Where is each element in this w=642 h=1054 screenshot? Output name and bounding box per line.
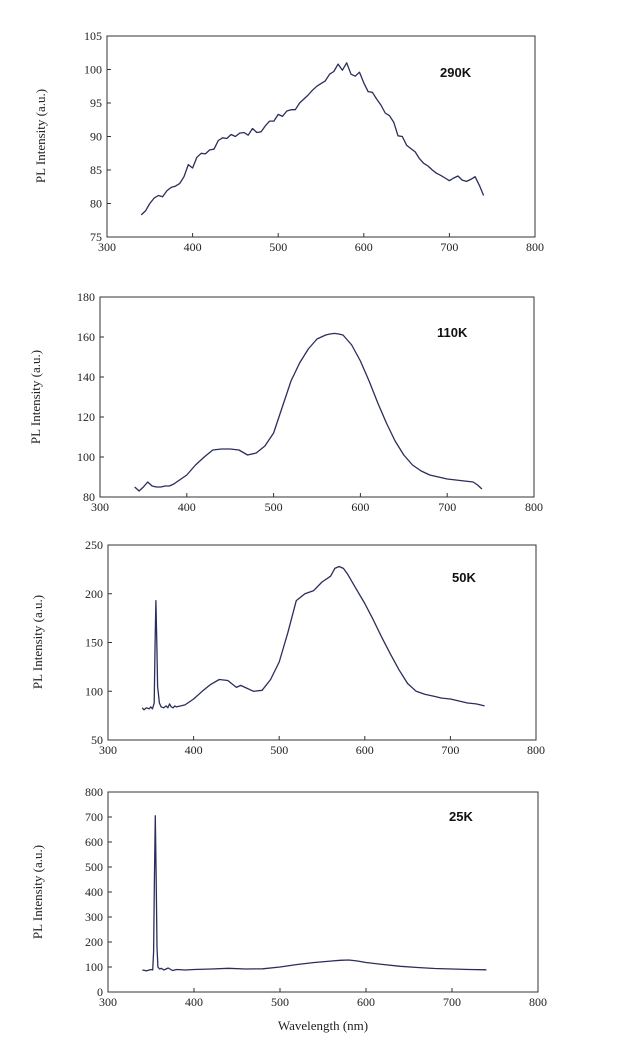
y-tick-label: 120 xyxy=(77,410,95,424)
y-tick-label: 100 xyxy=(85,684,103,698)
y-tick-label: 400 xyxy=(85,885,103,899)
y-tick-label: 180 xyxy=(77,290,95,304)
x-tick-label: 700 xyxy=(440,240,458,254)
y-tick-label: 100 xyxy=(84,63,102,77)
x-tick-label: 500 xyxy=(269,240,287,254)
y-tick-label: 600 xyxy=(85,835,103,849)
x-tick-label: 800 xyxy=(526,240,544,254)
x-tick-label: 600 xyxy=(356,743,374,757)
tick-group: 300 400 500 600 700 800 0 100 200 300 400 500 600 700… xyxy=(85,785,547,1009)
tick-group: 300 400 500 600 700 800 75 80 85 90 95 100 105 xyxy=(84,29,544,254)
x-tick-label: 600 xyxy=(357,995,375,1009)
temperature-label: 25K xyxy=(449,809,473,824)
x-tick-label: 600 xyxy=(351,500,369,514)
x-tick-label: 300 xyxy=(91,500,109,514)
x-tick-label: 600 xyxy=(355,240,373,254)
y-tick-label: 140 xyxy=(77,370,95,384)
tick-group: 300 400 500 600 700 800 50 100 150 200 250 xyxy=(85,538,545,757)
temperature-label: 110K xyxy=(437,325,468,340)
x-tick-label: 800 xyxy=(527,743,545,757)
x-tick-label: 500 xyxy=(271,995,289,1009)
plot-frame xyxy=(99,296,535,498)
y-tick-label: 85 xyxy=(90,163,102,177)
temperature-label: 50K xyxy=(452,570,476,585)
x-axis-label: Wavelength (nm) xyxy=(278,1018,368,1033)
x-tick-label: 400 xyxy=(185,743,203,757)
pl-spectrum-line xyxy=(141,565,485,711)
panel-25k: 300 400 500 600 700 800 0 100 200 300 400 500 600 700… xyxy=(30,785,547,1033)
x-tick-label: 400 xyxy=(178,500,196,514)
x-tick-label: 500 xyxy=(270,743,288,757)
panel-50k: 300 400 500 600 700 800 50 100 150 200 250 PL Inte… xyxy=(30,538,545,757)
x-tick-label: 700 xyxy=(438,500,456,514)
panel-110k: 300 400 500 600 700 800 80 100 120 140 160 180 PL I… xyxy=(28,290,543,514)
x-tick-label: 700 xyxy=(443,995,461,1009)
pl-spectrum-line xyxy=(134,332,483,492)
y-tick-label: 200 xyxy=(85,587,103,601)
y-tick-label: 500 xyxy=(85,860,103,874)
y-tick-label: 150 xyxy=(85,636,103,650)
y-tick-label: 105 xyxy=(84,29,102,43)
x-tick-label: 400 xyxy=(185,995,203,1009)
y-tick-label: 160 xyxy=(77,330,95,344)
x-tick-label: 700 xyxy=(441,743,459,757)
tick-group: 300 400 500 600 700 800 80 100 120 140 160 180 xyxy=(77,290,543,514)
y-axis-label: PL Intensity (a.u.) xyxy=(28,350,43,444)
pl-spectrum-line xyxy=(142,815,487,972)
y-tick-label: 100 xyxy=(77,450,95,464)
x-tick-label: 800 xyxy=(525,500,543,514)
x-tick-label: 400 xyxy=(184,240,202,254)
y-tick-label: 700 xyxy=(85,810,103,824)
y-tick-label: 75 xyxy=(90,230,102,244)
y-axis-label: PL Intensity (a.u.) xyxy=(33,89,48,183)
x-tick-label: 300 xyxy=(99,743,117,757)
y-tick-label: 80 xyxy=(83,490,95,504)
y-tick-label: 200 xyxy=(85,935,103,949)
y-axis-label: PL Intensity (a.u.) xyxy=(30,845,45,939)
y-axis-label: PL Intensity (a.u.) xyxy=(30,595,45,689)
x-tick-label: 800 xyxy=(529,995,547,1009)
y-tick-label: 90 xyxy=(90,130,102,144)
x-tick-label: 300 xyxy=(98,240,116,254)
y-tick-label: 0 xyxy=(97,985,103,999)
y-tick-label: 800 xyxy=(85,785,103,799)
temperature-label: 290K xyxy=(440,65,472,80)
pl-spectrum-line xyxy=(140,62,485,216)
x-tick-label: 300 xyxy=(99,995,117,1009)
y-tick-label: 50 xyxy=(91,733,103,747)
panel-290k: 300 400 500 600 700 800 75 80 85 90 95 100 105 PL In… xyxy=(33,29,544,254)
y-tick-label: 100 xyxy=(85,960,103,974)
x-tick-label: 500 xyxy=(265,500,283,514)
y-tick-label: 250 xyxy=(85,538,103,552)
y-tick-label: 95 xyxy=(90,96,102,110)
y-tick-label: 80 xyxy=(90,197,102,211)
y-tick-label: 300 xyxy=(85,910,103,924)
